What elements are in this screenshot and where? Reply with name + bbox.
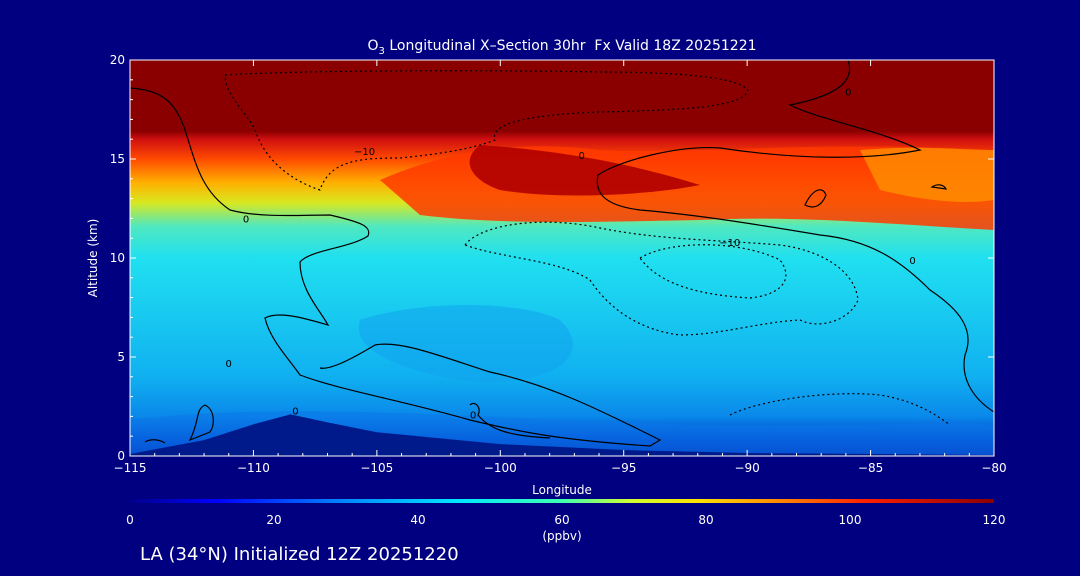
colorbar-tick-label: 60 (554, 513, 569, 527)
x-axis: −115 −110 −105 −100 −95 −90 −85 −80 (114, 60, 1007, 475)
contour-label: 0 (909, 256, 915, 267)
ozone-field (130, 60, 994, 456)
x-axis-label: Longitude (532, 483, 592, 497)
footer-label: LA (34°N) Initialized 12Z 20251220 (140, 544, 459, 565)
y-axis: 0 5 10 15 20 (110, 53, 994, 463)
plot-area (130, 60, 994, 456)
x-tick-label: −100 (484, 461, 517, 475)
zero-contour-mid (469, 402, 551, 439)
neg10-contour-lower (729, 393, 951, 426)
y-tick-label: 10 (110, 251, 125, 265)
contour-label: 0 (292, 406, 298, 417)
y-tick-label: 20 (110, 53, 125, 67)
x-tick-label: −105 (360, 461, 393, 475)
chart-title: O3 Longitudinal X–Section 30hr Fx Valid … (367, 38, 756, 57)
contour-label: 0 (845, 88, 851, 99)
terrain-mask (130, 414, 994, 456)
colorbar-tick-label: 40 (410, 513, 425, 527)
contour-label: 0 (579, 151, 585, 162)
contour-label: −10 (354, 147, 375, 158)
zero-contour-lower (144, 439, 166, 444)
zero-contour-small-1 (804, 189, 827, 208)
colorbar-unit: (ppbv) (542, 529, 581, 543)
contour-label: −10 (719, 238, 740, 249)
zero-contour-west (130, 87, 662, 447)
y-tick-label: 15 (110, 152, 125, 166)
dotted-contours (224, 70, 951, 426)
colorbar-tick-label: 0 (126, 513, 134, 527)
neg10-contour-east (464, 221, 859, 336)
dark-red-core (469, 145, 700, 196)
y-tick-label: 5 (117, 350, 125, 364)
y-axis-label: Altitude (km) (86, 219, 100, 298)
orange-region (860, 147, 994, 202)
contour-label: 0 (243, 214, 249, 225)
contour-lines (130, 60, 994, 447)
x-tick-label: −115 (114, 461, 147, 475)
title-subscript: 3 (379, 46, 385, 57)
zero-contour-small-2 (930, 184, 948, 190)
x-tick-label: −85 (858, 461, 883, 475)
colorbar-tick-label: 20 (266, 513, 281, 527)
contour-label: 0 (226, 359, 232, 370)
y-tick-label: 0 (117, 449, 125, 463)
title-rest: Longitudinal X–Section 30hr Fx Valid 18Z… (385, 38, 757, 54)
zero-contour-terrain (188, 404, 214, 442)
title-prefix: O (367, 38, 378, 54)
x-tick-label: −80 (981, 461, 1006, 475)
colorbar (130, 499, 994, 503)
mid-blue-patch (358, 305, 573, 382)
x-tick-label: −95 (611, 461, 636, 475)
colorbar-tick-label: 120 (983, 513, 1006, 527)
colorbar-tick-label: 80 (698, 513, 713, 527)
x-tick-label: −110 (237, 461, 270, 475)
x-tick-label: −90 (734, 461, 759, 475)
colorbar-tick-label: 100 (839, 513, 862, 527)
colorbar-tick-labels: 0 20 40 60 80 100 120 (126, 513, 1005, 527)
contour-label: 0 (470, 410, 476, 421)
zero-contour-east (596, 60, 994, 413)
